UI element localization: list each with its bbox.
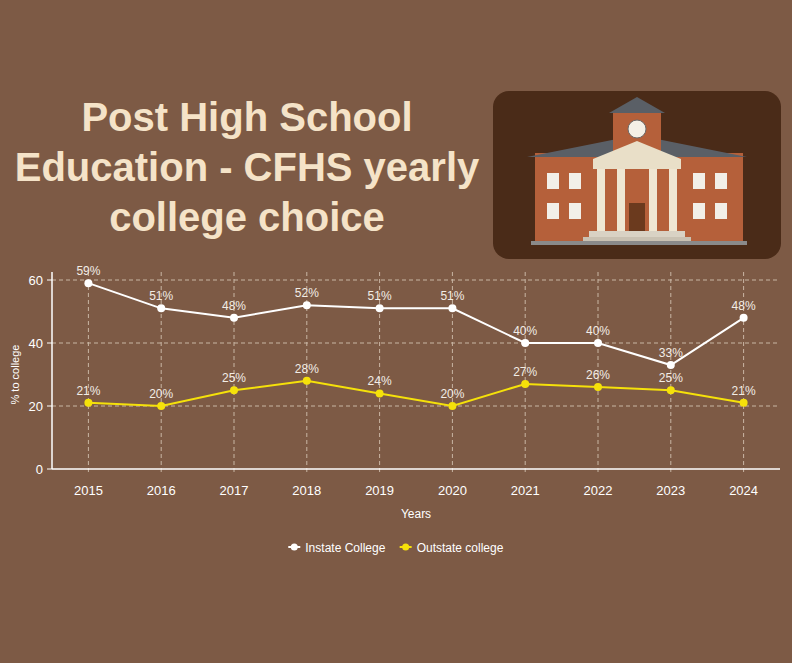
series-point (157, 304, 165, 312)
series-point (521, 380, 529, 388)
series-point (230, 386, 238, 394)
y-tick-label: 20 (29, 399, 43, 414)
series-point (157, 402, 165, 410)
data-label: 51% (440, 289, 464, 303)
data-label: 27% (513, 365, 537, 379)
y-tick (47, 343, 52, 344)
x-tick-label: 2020 (438, 483, 467, 498)
legend-marker (402, 544, 409, 551)
data-label: 51% (149, 289, 173, 303)
data-label: 24% (368, 374, 392, 388)
data-labels: 59% 51% 48% 52% 51% 51% 40% 40% 33% 48% 21% 20% 25% 2… (76, 264, 756, 401)
legend-marker (291, 544, 298, 551)
series-point (303, 377, 311, 385)
data-label: 48% (732, 299, 756, 313)
x-tick-label: 2022 (584, 483, 613, 498)
data-label: 51% (368, 289, 392, 303)
grid-line-x (88, 272, 89, 474)
y-tick-label: 40 (29, 336, 43, 351)
plot-marks (84, 279, 747, 410)
series-line (88, 283, 743, 365)
chart-title: Post High School Education - CFHS yearly… (8, 92, 486, 242)
series-point (230, 314, 238, 322)
series-point (740, 399, 748, 407)
y-axis-title: % to college (9, 345, 21, 405)
data-label: 20% (440, 387, 464, 401)
x-tick-label: 2023 (656, 483, 685, 498)
series-point (594, 383, 602, 391)
y-tick (47, 469, 52, 470)
university-icon (493, 91, 781, 259)
x-tick-label: 2018 (292, 483, 321, 498)
x-tick-label: 2021 (511, 483, 540, 498)
series-point (448, 402, 456, 410)
series-point (521, 339, 529, 347)
series-point (740, 314, 748, 322)
data-label: 59% (76, 264, 100, 278)
y-axis (51, 272, 53, 469)
x-tick-label: 2015 (74, 483, 103, 498)
data-label: 26% (586, 368, 610, 382)
series-point (303, 301, 311, 309)
legend-label: Instate College (305, 541, 385, 555)
y-tick-label: 60 (29, 273, 43, 288)
data-label: 48% (222, 299, 246, 313)
x-axis (52, 468, 780, 470)
y-tick-label: 0 (36, 462, 43, 477)
series-point (84, 399, 92, 407)
y-tick (47, 406, 52, 407)
x-axis-title: Years (401, 507, 431, 521)
x-tick-label: 2017 (220, 483, 249, 498)
legend-label: Outstate college (417, 541, 504, 555)
data-label: 21% (732, 384, 756, 398)
x-tick-label: 2019 (365, 483, 394, 498)
data-label: 25% (222, 371, 246, 385)
y-tick (47, 280, 52, 281)
data-label: 20% (149, 387, 173, 401)
series-point (594, 339, 602, 347)
series-point (376, 304, 384, 312)
legend: Instate College Outstate college (288, 541, 503, 555)
series-line (88, 381, 743, 406)
series-point (448, 304, 456, 312)
series-point (667, 361, 675, 369)
data-label: 21% (76, 384, 100, 398)
data-label: 28% (295, 362, 319, 376)
series-point (84, 279, 92, 287)
series-point (667, 386, 675, 394)
series-point (376, 389, 384, 397)
data-label: 52% (295, 286, 319, 300)
data-label: 40% (586, 324, 610, 338)
data-label: 40% (513, 324, 537, 338)
x-tick-label: 2016 (147, 483, 176, 498)
data-label: 25% (659, 371, 683, 385)
x-tick-label: 2024 (729, 483, 758, 498)
data-label: 33% (659, 346, 683, 360)
